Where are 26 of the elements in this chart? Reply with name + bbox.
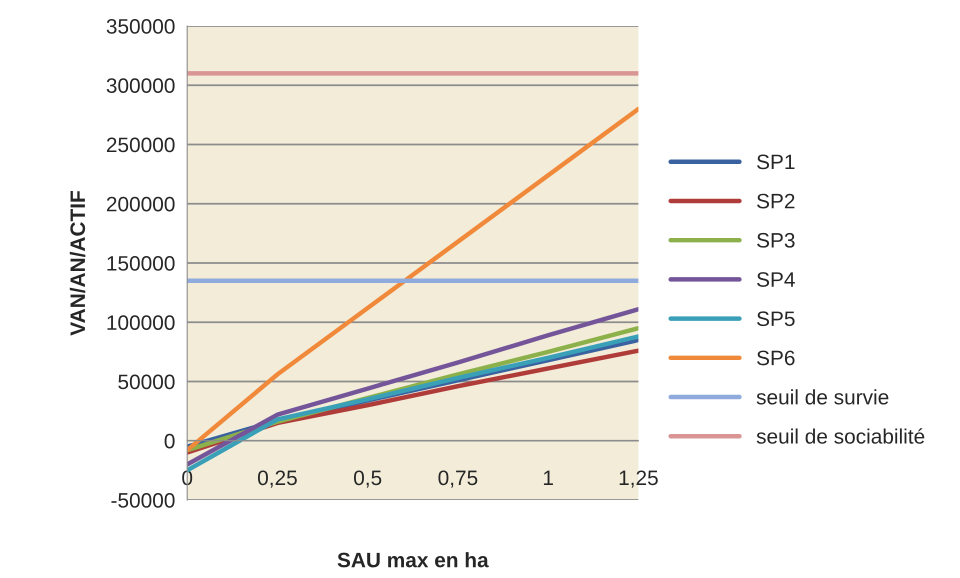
legend-label: seuil de sociabilité — [756, 428, 924, 444]
x-tick-label: 0,5 — [354, 470, 382, 488]
y-tick-label: -50000 — [111, 492, 175, 508]
y-tick-label: 350000 — [106, 19, 175, 34]
legend-label: SP5 — [757, 311, 795, 326]
y-tick-label: 250000 — [106, 138, 175, 152]
legend-label: SP1 — [757, 154, 794, 170]
y-axis-title: VAN/AN/ACTIF — [70, 191, 86, 336]
legend-label: SP3 — [757, 232, 795, 248]
x-tick-label: 0,25 — [258, 470, 297, 488]
x-tick-label: 0,75 — [438, 470, 478, 488]
legend-label: SP2 — [757, 194, 794, 208]
y-tick-label: 200000 — [106, 196, 175, 212]
line-series — [187, 106, 638, 452]
y-tick-label: 50000 — [118, 374, 175, 390]
x-tick-label: 1 — [544, 470, 553, 485]
line-series — [187, 306, 638, 467]
x-axis-title: SAU max en ha — [338, 552, 489, 568]
y-tick-label: 300000 — [106, 78, 175, 94]
y-tick-label: 0 — [164, 434, 175, 448]
legend-label: SP4 — [757, 272, 795, 287]
legend-label: seuil de survie — [756, 389, 888, 405]
y-tick-label: 150000 — [107, 256, 175, 271]
x-tick-label: 1,25 — [620, 470, 658, 488]
y-tick-label: 100000 — [107, 315, 175, 330]
legend-label: SP6 — [757, 350, 795, 366]
